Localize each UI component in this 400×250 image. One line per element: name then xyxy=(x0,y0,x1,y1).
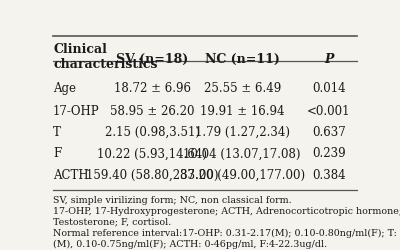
Text: 1.79 (1.27,2.34): 1.79 (1.27,2.34) xyxy=(195,126,290,139)
Text: <0.001: <0.001 xyxy=(307,105,351,118)
Text: 87.20 (49.00,177.00): 87.20 (49.00,177.00) xyxy=(180,168,305,181)
Text: 159.40 (58.80,233.00): 159.40 (58.80,233.00) xyxy=(86,168,218,181)
Text: 25.55 ± 6.49: 25.55 ± 6.49 xyxy=(204,82,281,95)
Text: SV, simple virilizing form; NC, non classical form.: SV, simple virilizing form; NC, non clas… xyxy=(53,196,292,204)
Text: Clinical
characteristics: Clinical characteristics xyxy=(53,44,158,72)
Text: Age: Age xyxy=(53,82,76,95)
Text: Normal reference interval:17-OHP: 0.31-2.17(M); 0.10-0.80ng/ml(F); T: 1.75-7.81n: Normal reference interval:17-OHP: 0.31-2… xyxy=(53,229,400,238)
Text: 10.22 (5.93,14.64): 10.22 (5.93,14.64) xyxy=(97,148,207,160)
Text: 0.637: 0.637 xyxy=(312,126,346,139)
Text: 17-OHP, 17-Hydroxyprogesterone; ACTH, Adrenocorticotropic hormone; T,: 17-OHP, 17-Hydroxyprogesterone; ACTH, Ad… xyxy=(53,207,400,216)
Text: 10.04 (13.07,17.08): 10.04 (13.07,17.08) xyxy=(184,148,301,160)
Text: 17-OHP: 17-OHP xyxy=(53,105,100,118)
Text: SV (n=18): SV (n=18) xyxy=(116,53,188,66)
Text: T: T xyxy=(53,126,61,139)
Text: 0.239: 0.239 xyxy=(312,148,346,160)
Text: 18.72 ± 6.96: 18.72 ± 6.96 xyxy=(114,82,191,95)
Text: Testosterone; F, cortisol.: Testosterone; F, cortisol. xyxy=(53,218,171,227)
Text: 19.91 ± 16.94: 19.91 ± 16.94 xyxy=(200,105,284,118)
Text: P: P xyxy=(324,53,334,66)
Text: 2.15 (0.98,3.51): 2.15 (0.98,3.51) xyxy=(105,126,200,139)
Text: 0.384: 0.384 xyxy=(312,168,346,181)
Text: ACTH: ACTH xyxy=(53,168,89,181)
Text: 0.014: 0.014 xyxy=(312,82,346,95)
Text: (M), 0.10-0.75ng/ml(F); ACTH: 0-46pg/ml, F:4-22.3ug/dl.: (M), 0.10-0.75ng/ml(F); ACTH: 0-46pg/ml,… xyxy=(53,240,327,249)
Text: F: F xyxy=(53,148,61,160)
Text: NC (n=11): NC (n=11) xyxy=(205,53,280,66)
Text: 58.95 ± 26.20: 58.95 ± 26.20 xyxy=(110,105,194,118)
